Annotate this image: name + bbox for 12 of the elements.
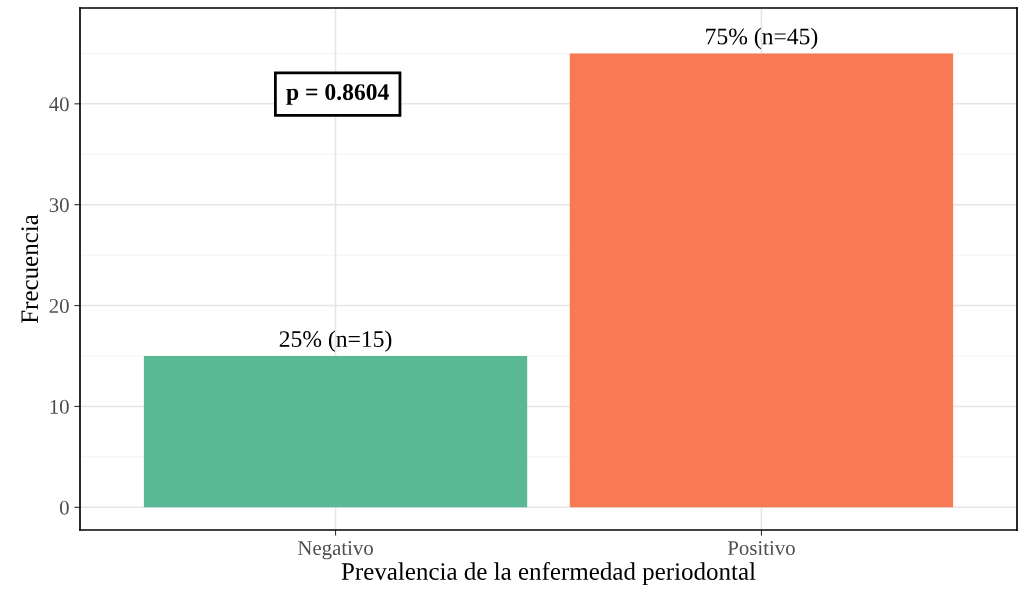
y-tick-label: 0: [59, 500, 69, 515]
data-label: 75% (n=45): [706, 27, 818, 50]
annotation: p = 0.8604: [286, 84, 389, 105]
y-tick-label: 40: [49, 97, 69, 112]
y-tick-label: 20: [49, 298, 69, 313]
y-tick-label: 10: [50, 399, 69, 414]
y-tick-label: 30: [49, 198, 69, 213]
x-tick-label: Negativo: [297, 541, 373, 560]
x-tick-label: Positivo: [727, 541, 795, 556]
y-axis-title: Frecuencia: [21, 214, 39, 324]
data-label: 25% (n=15): [279, 330, 392, 352]
x-axis-title: Prevalencia de la enfermedad periodontal: [341, 562, 756, 586]
